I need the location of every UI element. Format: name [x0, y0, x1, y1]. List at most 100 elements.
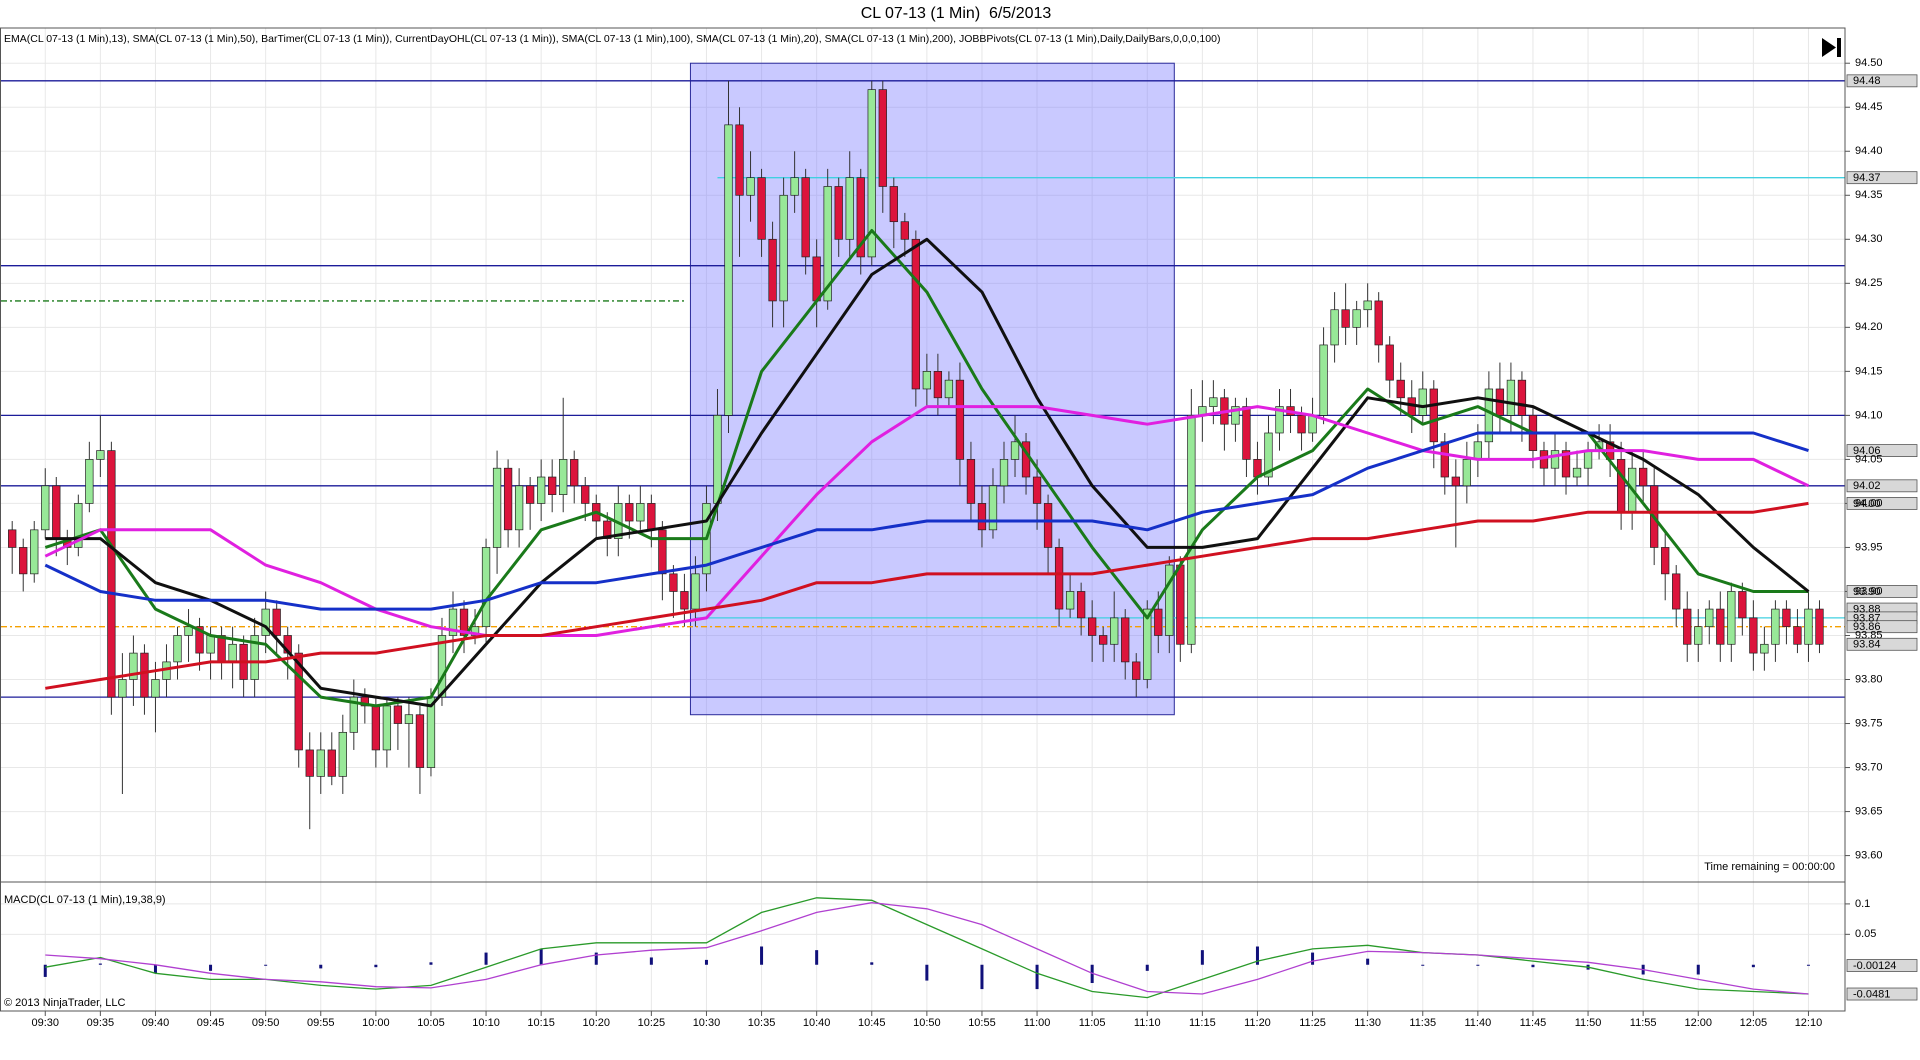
- candle-body: [85, 459, 94, 504]
- candle-body: [316, 749, 325, 777]
- jump-to-end-button[interactable]: [1822, 38, 1841, 57]
- candle-body: [548, 476, 557, 495]
- x-tick-label: 11:05: [1079, 1017, 1106, 1029]
- macd-pane-frame: [0, 881, 1846, 1012]
- marks-layer: [1, 62, 1918, 1001]
- y-tick-label: 93.80: [1855, 673, 1883, 685]
- x-tick-label: 11:30: [1354, 1017, 1381, 1029]
- candle-body: [1418, 388, 1427, 416]
- candle-body: [1385, 344, 1394, 381]
- candle-body: [570, 459, 579, 487]
- chart-title: CL 07-13 (1 Min) 6/5/2013: [861, 5, 1052, 22]
- candle-body: [41, 485, 50, 531]
- candle-body: [1054, 547, 1064, 610]
- indicator-line: [45, 237, 1810, 708]
- price-marker-label: 93.87: [1853, 612, 1881, 624]
- candle-body: [52, 485, 61, 539]
- candle-body: [404, 714, 414, 724]
- bar-icon[interactable]: [1837, 38, 1841, 57]
- price-marker-box: [1846, 637, 1918, 651]
- candle-body: [658, 529, 667, 575]
- x-tick-label: 09:50: [252, 1017, 280, 1029]
- candle-body: [933, 371, 943, 399]
- x-tick-label: 10:50: [913, 1017, 941, 1029]
- candle-body: [1804, 608, 1813, 645]
- candle-body: [1088, 617, 1097, 636]
- candle-body: [305, 749, 314, 777]
- candle-body: [1639, 467, 1648, 487]
- candle-body: [647, 503, 656, 531]
- candle-body: [1462, 459, 1471, 487]
- histogram-bar: [374, 964, 378, 968]
- candle-body: [217, 635, 226, 663]
- candle-body: [988, 485, 998, 531]
- histogram-bar: [264, 964, 268, 966]
- candle-body: [1165, 564, 1174, 636]
- histogram-bar: [1255, 946, 1259, 965]
- x-tick-label: 11:50: [1575, 1017, 1602, 1029]
- x-tick-label: 12:10: [1795, 1017, 1823, 1029]
- indicator-line: [44, 229, 1809, 708]
- candle-body: [757, 177, 766, 240]
- candle-body: [812, 256, 821, 302]
- candle-body: [1032, 476, 1042, 504]
- y-tick-label: 94.15: [1855, 365, 1883, 377]
- x-tick-label: 11:10: [1134, 1017, 1161, 1029]
- candle-body: [636, 503, 645, 522]
- candle-body: [955, 379, 965, 460]
- price-marker-box: [1846, 171, 1918, 185]
- candle-body: [19, 547, 28, 575]
- candle-body: [415, 714, 425, 768]
- candle-body: [1076, 591, 1086, 619]
- indicator-line: [45, 501, 1809, 690]
- candle-body: [1484, 388, 1494, 443]
- candle-body: [470, 626, 480, 636]
- candle-body: [625, 503, 634, 522]
- price-marker-box: [1846, 585, 1918, 598]
- candle-body: [581, 485, 590, 504]
- candle-body: [140, 652, 149, 698]
- candle-body: [1716, 608, 1725, 645]
- x-tick-label: 10:35: [748, 1017, 776, 1029]
- candle-body: [1264, 432, 1273, 478]
- y-tick-label: 94.50: [1855, 57, 1883, 69]
- candle-body: [173, 635, 182, 663]
- candle-body: [349, 696, 358, 733]
- candle-body: [294, 652, 303, 751]
- price-marker-label: 94.00: [1853, 498, 1881, 510]
- candle-body: [724, 124, 733, 416]
- y-tick-label: 0.05: [1855, 928, 1876, 940]
- candle-body: [1297, 415, 1306, 434]
- histogram-bar: [1145, 964, 1149, 971]
- candle-body: [1583, 450, 1593, 469]
- candle-body: [1749, 617, 1758, 654]
- candle-body: [768, 238, 777, 302]
- x-tick-label: 12:05: [1740, 1017, 1768, 1029]
- candle-body: [1429, 388, 1438, 443]
- candle-body: [746, 177, 755, 196]
- candle-body: [977, 503, 987, 531]
- indicator-line: [44, 431, 1809, 611]
- x-tick-label: 09:55: [307, 1017, 335, 1029]
- x-tick-label: 09:35: [87, 1017, 115, 1029]
- indicator-list: EMA(CL 07-13 (1 Min),13), SMA(CL 07-13 (…: [4, 33, 1220, 45]
- histogram-bar: [1806, 964, 1810, 966]
- y-tick-label: 94.10: [1855, 409, 1883, 421]
- y-tick-label: 93.90: [1855, 585, 1883, 597]
- histogram-bar: [815, 950, 819, 965]
- y-tick-label: 0.1: [1855, 898, 1870, 910]
- candle-body: [603, 520, 612, 539]
- copyright: © 2013 NinjaTrader, LLC: [4, 997, 125, 1009]
- candle-body: [1275, 406, 1284, 434]
- candle-body: [261, 608, 270, 636]
- play-icon[interactable]: [1822, 38, 1836, 57]
- y-tick-label: 93.75: [1855, 717, 1883, 729]
- y-tick-label: 94.20: [1855, 321, 1883, 333]
- candle-body: [691, 573, 700, 610]
- candle-body: [448, 608, 458, 636]
- candle-body: [559, 459, 568, 495]
- candle-body: [1352, 309, 1361, 328]
- x-tick-label: 10:45: [858, 1017, 886, 1029]
- candle-body: [889, 186, 898, 223]
- y-tick-label: 94.05: [1855, 453, 1883, 465]
